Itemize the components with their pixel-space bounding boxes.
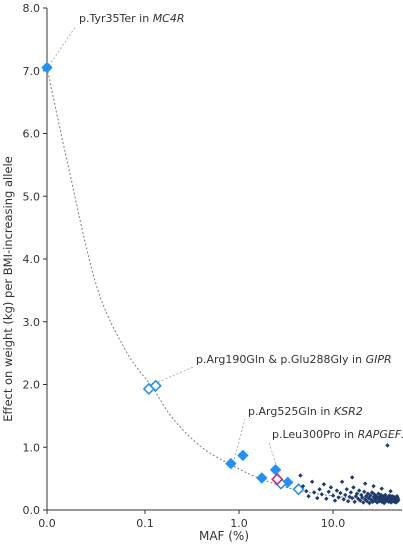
data-point: [367, 500, 372, 506]
data-point: [345, 499, 351, 504]
data-point: [319, 492, 324, 497]
data-point: [269, 464, 282, 476]
data-point: [311, 490, 317, 495]
y-tick-label: 5.0: [23, 190, 41, 203]
data-point: [328, 485, 334, 490]
data-point: [379, 486, 384, 491]
data-point: [306, 493, 311, 499]
x-tick-label: 0.0: [38, 517, 56, 530]
data-point: [309, 479, 315, 484]
y-axis-label: Effect on weight (kg) per BMI-increasing…: [1, 156, 15, 421]
data-point: [338, 490, 343, 496]
data-point: [321, 482, 327, 487]
x-axis-label: MAF (%): [199, 529, 249, 543]
data-point: [361, 500, 366, 505]
data-point: [349, 495, 355, 501]
y-tick-label: 3.0: [23, 316, 41, 329]
data-point: [292, 483, 305, 496]
data-point: [341, 497, 346, 502]
data-point: [225, 457, 237, 470]
data-point: [41, 61, 53, 74]
data-point: [360, 495, 365, 500]
y-tick-label: 7.0: [23, 65, 41, 78]
data-point: [237, 449, 249, 462]
x-tick-label: 0.1: [136, 517, 154, 530]
data-point: [304, 488, 309, 494]
data-point: [256, 472, 268, 484]
data-point: [339, 479, 345, 484]
data-point: [349, 475, 355, 480]
y-tick-label: 4.0: [23, 253, 41, 266]
data-point: [317, 487, 322, 492]
data-point: [351, 485, 356, 490]
data-point: [298, 473, 303, 478]
y-tick-label: 1.0: [23, 441, 41, 454]
y-tick-label: 2.0: [23, 379, 41, 392]
annotation-label: p.Arg190Gln & p.Glu288Gly in GIPR: [196, 353, 392, 366]
annotation-label: p.Arg525Gln in KSR2: [248, 405, 363, 418]
data-point: [362, 481, 368, 486]
x-tick-label: 1.0: [230, 517, 248, 530]
data-point: [326, 489, 331, 495]
y-tick-label: 6.0: [23, 128, 41, 141]
annotation-label: p.Tyr35Ter in MC4R: [79, 12, 185, 25]
data-point: [354, 491, 360, 496]
data-point: [388, 488, 393, 494]
data-points: [41, 61, 401, 506]
annotation-leader: [233, 418, 246, 460]
data-point: [271, 473, 284, 486]
data-point: [352, 499, 357, 505]
data-point: [371, 483, 376, 489]
data-point: [364, 499, 370, 504]
data-point: [344, 487, 349, 492]
data-point: [300, 483, 306, 489]
data-point: [368, 493, 373, 498]
data-point: [332, 498, 338, 503]
y-tick-label: 0.0: [23, 504, 41, 517]
data-point: [334, 488, 340, 493]
data-point: [362, 489, 367, 495]
data-point: [385, 443, 390, 448]
data-point: [343, 492, 348, 498]
annotation-leader: [48, 25, 77, 66]
x-tick-label: 10.0: [321, 517, 346, 530]
data-point: [330, 493, 336, 498]
data-point: [336, 495, 341, 500]
axes: 0.0 1.0 2.0 3.0 4.0 5.0 6.0 7.0 8.0 0.0 0.1 1.0 10.0: [23, 2, 402, 530]
data-point: [282, 476, 294, 489]
data-point: [348, 490, 354, 495]
data-point: [365, 491, 371, 496]
data-point: [315, 495, 320, 501]
data-point: [357, 488, 362, 493]
data-point: [396, 497, 401, 503]
data-point: [358, 498, 363, 503]
data-point: [324, 496, 329, 501]
y-tick-label: 8.0: [23, 2, 41, 15]
annotation-label: p.Leu300Pro in RAPGEF3: [272, 428, 403, 441]
data-point: [149, 379, 162, 392]
annotation-leader: [154, 366, 194, 385]
